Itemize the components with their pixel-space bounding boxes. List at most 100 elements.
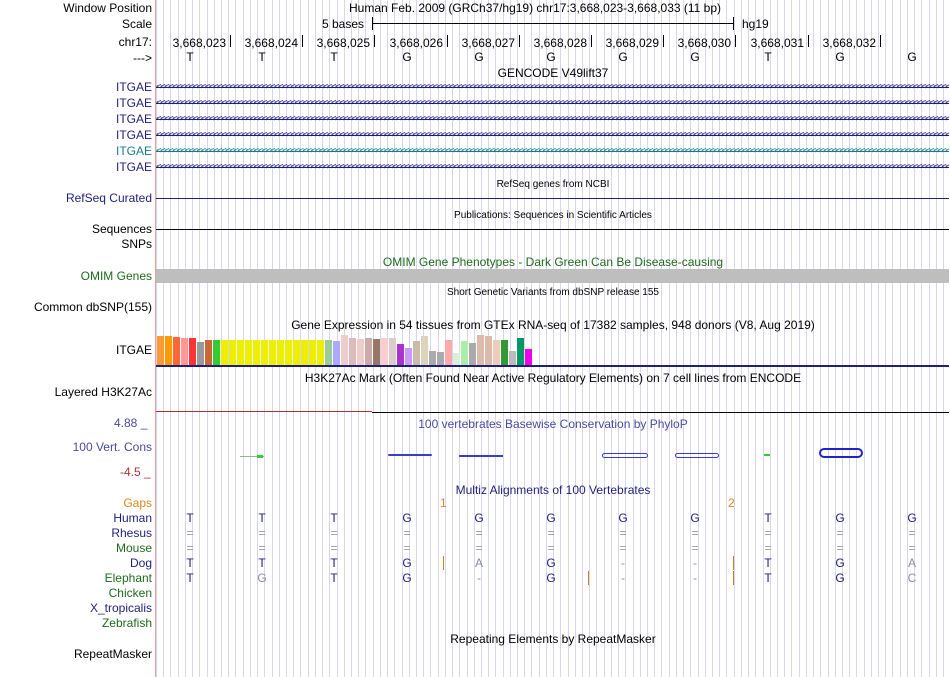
gtex-tissue-bar[interactable] [469, 343, 476, 365]
species-label[interactable]: Elephant [104, 571, 152, 585]
strand-label: ---> [133, 51, 152, 65]
phylop-plot[interactable] [156, 445, 949, 461]
gtex-tissue-bar[interactable] [445, 340, 452, 365]
gtex-tissue-bar[interactable] [301, 340, 308, 365]
gtex-tissue-bar[interactable] [437, 352, 444, 365]
gtex-tissue-bar[interactable] [173, 337, 180, 365]
gtex-tissue-bar[interactable] [333, 341, 340, 365]
gtex-tissue-bar[interactable] [453, 353, 460, 365]
omim-phenotype-bar[interactable] [156, 269, 949, 283]
gtex-tissue-bar[interactable] [317, 340, 324, 365]
chrom-label: chr17: [118, 35, 152, 49]
h3k27-title[interactable]: H3K27Ac Mark (Often Found Near Active Re… [304, 371, 802, 385]
species-label[interactable]: Mouse [115, 541, 152, 555]
gtex-tissue-bar[interactable] [405, 348, 412, 365]
species-label[interactable]: Human [113, 511, 152, 525]
snps-label[interactable]: SNPs [121, 237, 152, 251]
gtex-tissue-bar[interactable] [397, 344, 404, 365]
gtex-tissue-bar[interactable] [277, 340, 284, 365]
gtex-tissue-bar[interactable] [357, 339, 364, 365]
gtex-tissue-bar[interactable] [285, 340, 292, 365]
gencode-gene-label[interactable]: ITGAE [115, 112, 152, 126]
gencode-gene-line[interactable] [156, 103, 949, 104]
gtex-tissue-bar[interactable] [221, 340, 228, 365]
publications-title[interactable]: Publications: Sequences in Scientific Ar… [454, 210, 652, 221]
omim-title[interactable]: OMIM Gene Phenotypes - Dark Green Can Be… [382, 255, 724, 269]
gtex-tissue-bar[interactable] [181, 338, 188, 365]
gaps-label[interactable]: Gaps [123, 496, 152, 510]
publications-line[interactable] [156, 229, 949, 230]
refseq-label[interactable]: RefSeq Curated [65, 191, 152, 205]
gtex-tissue-bar[interactable] [237, 340, 244, 365]
repeatmasker-title[interactable]: Repeating Elements by RepeatMasker [450, 632, 656, 646]
gencode-gene-line[interactable] [156, 119, 949, 120]
alignment-base: = [908, 541, 916, 555]
refseq-title[interactable]: RefSeq genes from NCBI [496, 179, 610, 190]
refseq-gene-line[interactable] [156, 198, 949, 199]
gtex-tissue-bar[interactable] [341, 335, 348, 365]
gencode-gene-line[interactable] [156, 167, 949, 168]
gtex-tissue-bar[interactable] [485, 336, 492, 365]
gtex-tissue-bar[interactable] [213, 340, 220, 365]
gtex-tissue-bar[interactable] [477, 335, 484, 365]
gtex-tissue-bar[interactable] [413, 341, 420, 365]
gtex-tissue-bar[interactable] [365, 338, 372, 365]
gtex-tissue-bar[interactable] [525, 349, 532, 365]
gencode-gene-label[interactable]: ITGAE [115, 128, 152, 142]
species-label[interactable]: Dog [129, 556, 152, 570]
species-label[interactable]: Rhesus [111, 526, 152, 540]
dbsnp-label[interactable]: Common dbSNP(155) [33, 300, 152, 314]
gtex-tissue-bar[interactable] [389, 338, 396, 365]
gtex-tissue-bar[interactable] [493, 340, 500, 365]
gtex-tissue-bar[interactable] [373, 339, 380, 365]
phylop-mark [240, 456, 264, 457]
species-label[interactable]: X_tropicalis [89, 601, 152, 615]
grid-line [762, 0, 764, 677]
gtex-label[interactable]: ITGAE [115, 343, 152, 357]
gtex-tissue-bar[interactable] [229, 340, 236, 365]
sequences-label[interactable]: Sequences [91, 222, 152, 236]
gencode-gene-label[interactable]: ITGAE [115, 144, 152, 158]
grid-line [228, 0, 230, 677]
h3k27-label[interactable]: Layered H3K27Ac [54, 385, 152, 399]
gtex-title[interactable]: Gene Expression in 54 tissues from GTEx … [291, 318, 815, 332]
gtex-tissue-bar[interactable] [421, 336, 428, 365]
gtex-tissue-bar[interactable] [349, 338, 356, 365]
gtex-tissue-bar[interactable] [253, 340, 260, 365]
gtex-tissue-bar[interactable] [381, 338, 388, 365]
gtex-tissue-bar[interactable] [325, 340, 332, 365]
gtex-tissue-bar[interactable] [509, 351, 516, 365]
multiz-title[interactable]: Multiz Alignments of 100 Vertebrates [455, 483, 651, 497]
gtex-tissue-bar[interactable] [157, 336, 164, 365]
gencode-gene-line[interactable] [156, 87, 949, 88]
gtex-tissue-bar[interactable] [309, 340, 316, 365]
species-label[interactable]: Chicken [108, 586, 152, 600]
gtex-tissue-bar[interactable] [197, 342, 204, 365]
gtex-tissue-bar[interactable] [461, 341, 468, 365]
gtex-tissue-bar[interactable] [501, 340, 508, 365]
phylop-title[interactable]: 100 vertebrates Basewise Conservation by… [418, 417, 688, 431]
gtex-tissue-bar[interactable] [205, 340, 212, 365]
gencode-gene-line[interactable] [156, 135, 949, 136]
gtex-tissue-bar[interactable] [245, 340, 252, 365]
cons-label[interactable]: 100 Vert. Cons [72, 440, 152, 454]
gtex-tissue-bar[interactable] [517, 338, 524, 365]
repeatmasker-label[interactable]: RepeatMasker [73, 647, 152, 661]
dbsnp-title[interactable]: Short Genetic Variants from dbSNP releas… [447, 287, 659, 298]
gtex-tissue-bar[interactable] [293, 340, 300, 365]
grid-line [668, 0, 670, 677]
h3k27-signal-line[interactable] [156, 411, 372, 412]
gencode-gene-label[interactable]: ITGAE [115, 96, 152, 110]
omim-label[interactable]: OMIM Genes [80, 269, 152, 283]
grid-line [914, 0, 916, 677]
species-label[interactable]: Zebrafish [101, 616, 152, 630]
gencode-gene-label[interactable]: ITGAE [115, 160, 152, 174]
gtex-tissue-bar[interactable] [429, 351, 436, 365]
gtex-tissue-bar[interactable] [165, 336, 172, 365]
gencode-gene-label[interactable]: ITGAE [115, 80, 152, 94]
gtex-tissue-bar[interactable] [189, 338, 196, 365]
gencode-title[interactable]: GENCODE V49lift37 [497, 66, 609, 80]
gencode-gene-line[interactable] [156, 151, 949, 152]
gtex-tissue-bar[interactable] [261, 340, 268, 365]
gtex-tissue-bar[interactable] [269, 340, 276, 365]
